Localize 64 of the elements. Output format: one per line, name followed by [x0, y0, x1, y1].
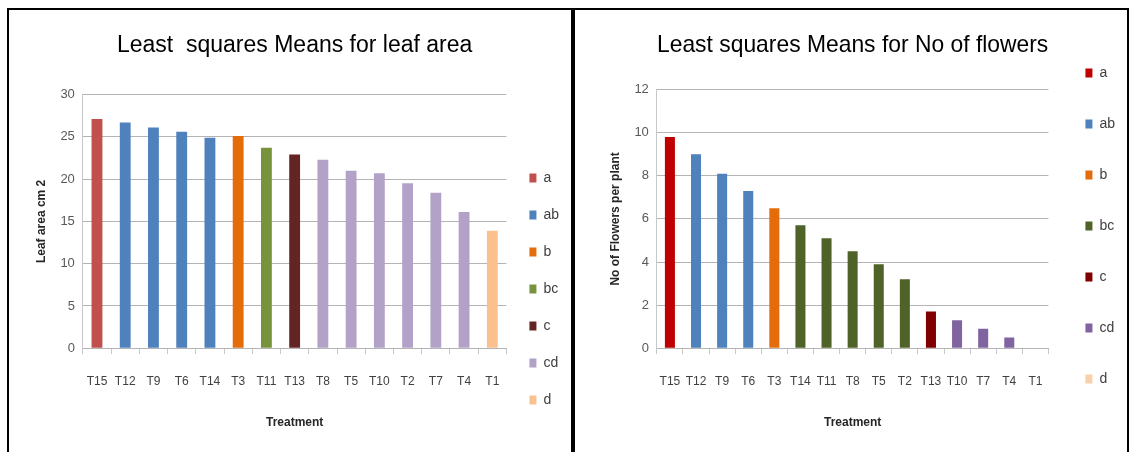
x-tick-label: T4 [457, 373, 472, 388]
legend-label: ab [543, 205, 560, 222]
x-axis-title: Treatment [265, 415, 324, 430]
legend-label: a [1099, 63, 1108, 80]
x-tick-label: T10 [369, 373, 391, 388]
legend-label: bc [1099, 216, 1115, 233]
legend-label: c [543, 316, 551, 333]
y-tick-label: 10 [60, 255, 75, 271]
chart-title: Least squares Means for No of flowers [656, 31, 1049, 58]
legend-label: c [1099, 267, 1107, 284]
x-tick-label: T5 [344, 373, 359, 388]
legend-label: bc [543, 279, 559, 296]
y-tick-label: 12 [634, 81, 649, 97]
y-tick-label: 30 [60, 86, 75, 102]
x-tick-label: T1 [485, 373, 500, 388]
legend-label: a [543, 168, 552, 185]
x-tick-label: T7 [428, 373, 444, 388]
y-tick-label: 8 [641, 167, 649, 183]
y-tick-label: 0 [67, 339, 75, 355]
x-tick-label: T11 [816, 373, 837, 388]
x-tick-label: T12 [685, 373, 707, 388]
x-tick-label: T13 [284, 373, 306, 388]
y-tick-label: 25 [60, 128, 75, 144]
x-tick-label: T3 [767, 373, 782, 388]
x-tick-label: T3 [231, 373, 246, 388]
x-tick-label: T13 [920, 373, 942, 388]
x-tick-label: T15 [86, 373, 108, 388]
legend-label: ab [1099, 114, 1116, 131]
legend-label: cd [543, 353, 559, 370]
x-tick-label: T9 [715, 373, 730, 388]
y-tick-label: 6 [641, 210, 649, 226]
legend-label: b [543, 242, 552, 259]
x-tick-label: T1 [1028, 373, 1043, 388]
x-axis-title: Treatment [823, 415, 882, 430]
y-tick-label: 4 [641, 253, 649, 269]
x-tick-label: T12 [114, 373, 136, 388]
y-axis-title: No of Flowers per plant [607, 152, 622, 286]
x-tick-label: T11 [256, 373, 277, 388]
x-tick-label: T2 [897, 373, 913, 388]
y-tick-label: 15 [60, 212, 75, 228]
y-tick-label: 0 [641, 339, 649, 355]
x-tick-label: T5 [871, 373, 887, 388]
legend-label: cd [1099, 318, 1115, 335]
x-tick-label: T8 [315, 373, 331, 388]
x-tick-label: T9 [146, 373, 161, 388]
legend-label: d [543, 390, 552, 407]
x-tick-label: T14 [199, 373, 221, 388]
y-tick-label: 10 [634, 124, 649, 140]
x-tick-label: T14 [790, 373, 812, 388]
x-tick-label: T7 [976, 373, 991, 388]
x-tick-label: T6 [174, 373, 190, 388]
x-tick-label: T4 [1002, 373, 1017, 388]
x-tick-label: T6 [741, 373, 756, 388]
x-tick-label: T10 [946, 373, 968, 388]
y-axis-title: Leaf area cm 2 [33, 179, 48, 264]
y-tick-label: 20 [60, 170, 75, 186]
y-tick-label: 2 [641, 296, 649, 312]
x-tick-label: T2 [400, 373, 415, 388]
chart-title: Least squares Means for leaf area [116, 31, 473, 58]
x-tick-label: T15 [659, 373, 681, 388]
x-tick-label: T8 [845, 373, 860, 388]
legend-label: b [1099, 165, 1108, 182]
y-tick-label: 5 [67, 297, 75, 313]
legend-label: d [1099, 369, 1108, 386]
